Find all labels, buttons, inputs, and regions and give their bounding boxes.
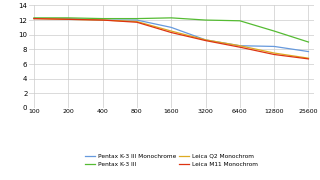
Pentax K-3 III xyxy=(66,17,70,19)
Leica Q2 Monochrom xyxy=(66,18,70,20)
Leica M11 Monochrom xyxy=(169,31,173,34)
Pentax K-3 III Monochrome xyxy=(204,39,207,41)
Leica Q2 Monochrom xyxy=(272,52,276,54)
Leica Q2 Monochrom xyxy=(169,30,173,32)
Leica M11 Monochrom xyxy=(238,46,242,48)
Leica M11 Monochrom xyxy=(204,39,207,42)
Leica Q2 Monochrom xyxy=(101,19,105,21)
Leica M11 Monochrom xyxy=(135,21,139,23)
Leica Q2 Monochrom xyxy=(135,21,139,23)
Pentax K-3 III xyxy=(238,20,242,22)
Pentax K-3 III xyxy=(169,17,173,19)
Pentax K-3 III xyxy=(272,30,276,32)
Leica M11 Monochrom xyxy=(66,18,70,20)
Pentax K-3 III xyxy=(135,17,139,20)
Leica M11 Monochrom xyxy=(32,17,36,20)
Pentax K-3 III xyxy=(204,19,207,21)
Pentax K-3 III Monochrome xyxy=(238,45,242,47)
Pentax K-3 III xyxy=(101,17,105,20)
Pentax K-3 III xyxy=(32,17,36,19)
Leica Q2 Monochrom xyxy=(238,45,242,47)
Pentax K-3 III Monochrome xyxy=(101,19,105,21)
Line: Leica Q2 Monochrom: Leica Q2 Monochrom xyxy=(34,19,308,58)
Pentax K-3 III Monochrome xyxy=(66,17,70,20)
Pentax K-3 III Monochrome xyxy=(32,17,36,20)
Legend: Pentax K-3 III Monochrome, Pentax K-3 III, Leica Q2 Monochrom, Leica M11 Monochr: Pentax K-3 III Monochrome, Pentax K-3 II… xyxy=(85,154,258,167)
Leica Q2 Monochrom xyxy=(204,39,207,41)
Line: Pentax K-3 III: Pentax K-3 III xyxy=(34,18,308,42)
Pentax K-3 III Monochrome xyxy=(135,19,139,21)
Leica Q2 Monochrom xyxy=(32,17,36,20)
Leica M11 Monochrom xyxy=(307,58,310,60)
Leica Q2 Monochrom xyxy=(307,57,310,59)
Leica M11 Monochrom xyxy=(272,53,276,56)
Leica M11 Monochrom xyxy=(101,19,105,21)
Pentax K-3 III Monochrome xyxy=(307,50,310,53)
Pentax K-3 III xyxy=(307,41,310,43)
Line: Pentax K-3 III Monochrome: Pentax K-3 III Monochrome xyxy=(34,19,308,51)
Pentax K-3 III Monochrome xyxy=(272,45,276,48)
Line: Leica M11 Monochrom: Leica M11 Monochrom xyxy=(34,19,308,59)
Pentax K-3 III Monochrome xyxy=(169,26,173,28)
